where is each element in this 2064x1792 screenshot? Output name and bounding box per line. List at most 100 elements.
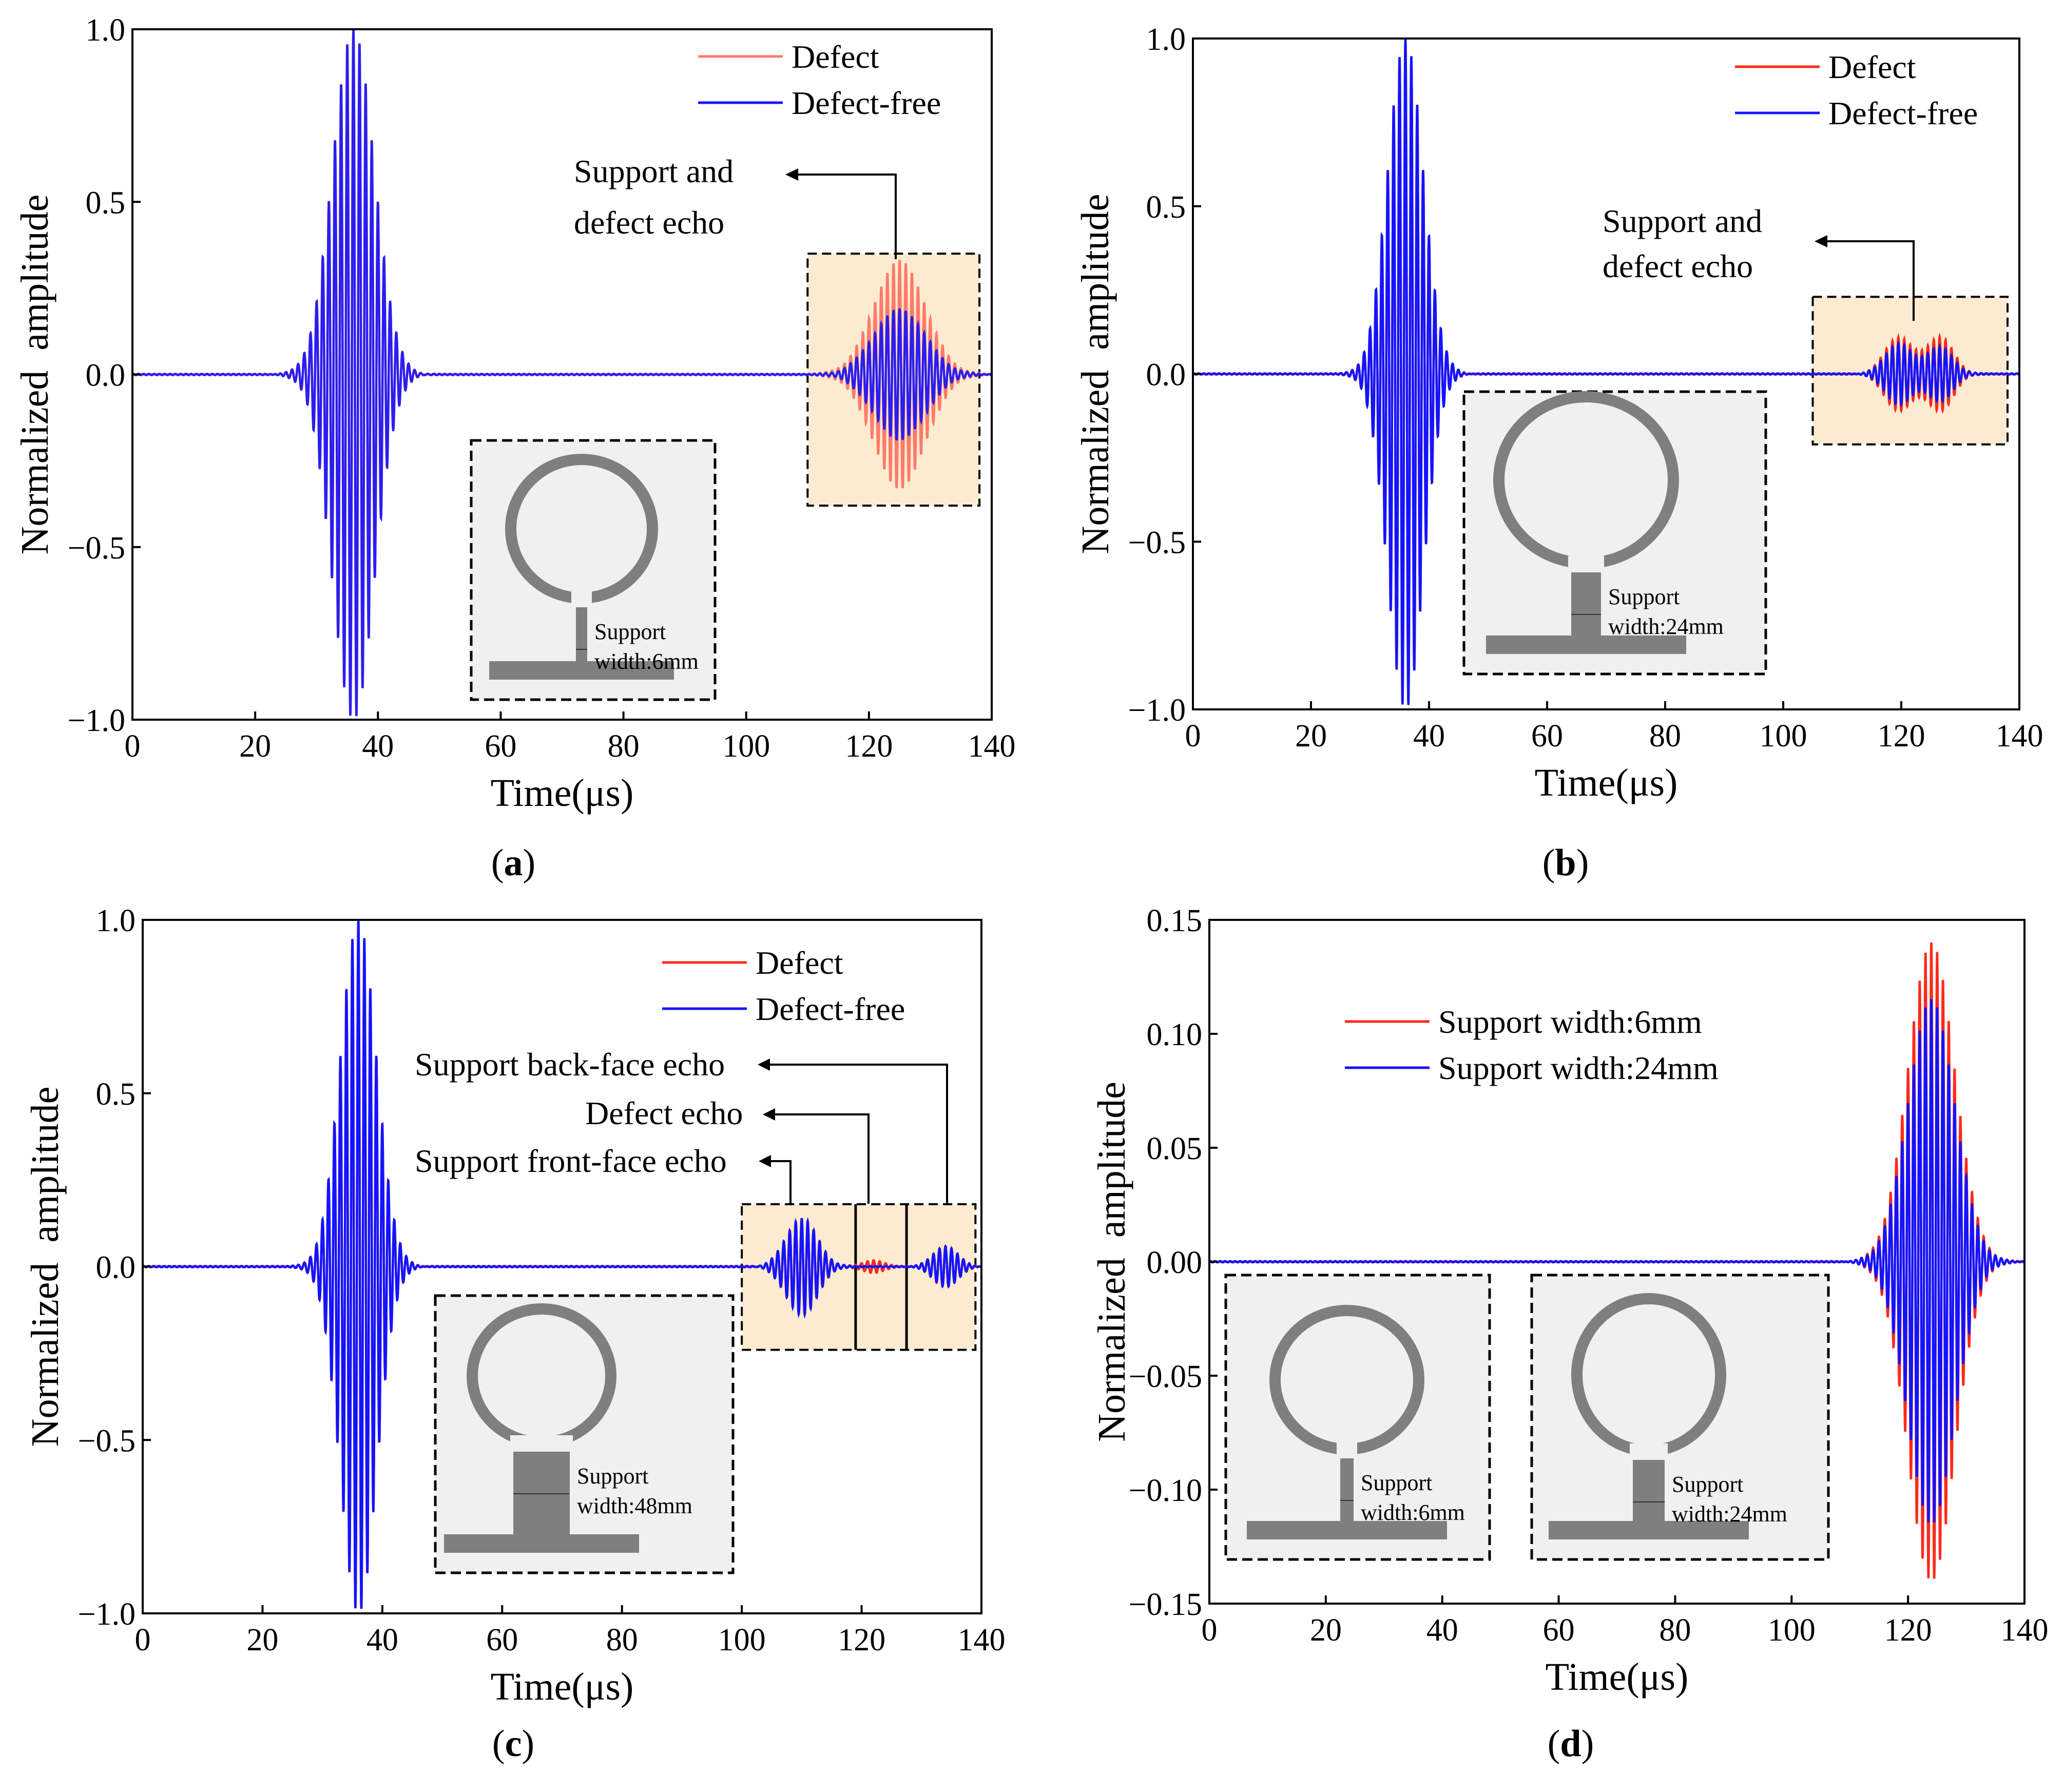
y-tick-label: 0.10 [1147, 1017, 1203, 1052]
legend-entry: Defect-free [756, 991, 905, 1027]
x-tick-label: 60 [485, 729, 516, 764]
annotation-arrowhead [1815, 235, 1827, 247]
annotation-text: defect echo [574, 204, 724, 241]
panel-caption: (c) [492, 1723, 534, 1765]
caption-paren: ( [492, 1723, 505, 1765]
base-plate [444, 1534, 639, 1553]
x-tick-label: 120 [1878, 719, 1925, 754]
inset-label: width:24mm [1608, 614, 1724, 639]
annotation-arrowhead [759, 1155, 771, 1167]
x-tick-label: 40 [1413, 719, 1445, 754]
inset-diagram: Support width:6mm [470, 439, 717, 701]
y-tick-label: 0.5 [96, 1077, 136, 1112]
x-tick-label: 0 [1202, 1613, 1218, 1648]
panel-b: 0 20 40 60 80 100 120 140 −1.0 −0.5 0.0 0.5 1.0 Time(… [1074, 22, 2043, 884]
annotation-text: Support back-face echo [415, 1046, 725, 1083]
legend-entry: Support width:6mm [1438, 1004, 1702, 1040]
echo-highlight-box [1811, 296, 2009, 446]
caption-paren: ) [523, 842, 536, 884]
x-tick-label: 60 [1543, 1613, 1575, 1648]
y-tick-label: 0.0 [1146, 358, 1186, 393]
y-tick-label: 0.0 [96, 1250, 136, 1285]
ring-gap [1630, 1443, 1668, 1458]
x-axis-label: Time(μs) [1535, 761, 1678, 804]
y-tick-label: −1.0 [78, 1597, 136, 1632]
annotation-arrow [793, 174, 897, 259]
y-tick-label: −1.0 [68, 703, 125, 738]
y-tick-label: 0.15 [1147, 903, 1203, 938]
y-tick-label: −0.15 [1129, 1587, 1202, 1622]
y-tick-label: 0.0 [86, 358, 126, 393]
support-stem [576, 607, 587, 677]
x-tick-label: 140 [1996, 719, 2043, 754]
caption-paren: ) [1576, 842, 1589, 884]
annotation-arrowhead [763, 1108, 775, 1121]
inset-diagram: Support width:24mm [1530, 1274, 1830, 1561]
caption-paren: ( [1548, 1723, 1560, 1765]
y-tick-label: −0.5 [68, 531, 125, 566]
ring-gap [1337, 1442, 1357, 1456]
panel-a: 0 20 40 60 80 100 120 140 −1.0 −0.5 0.0 0.5 1.0 Time(… [13, 13, 1016, 884]
inset-diagram: Support width:6mm [1224, 1274, 1491, 1561]
x-tick-label: 20 [246, 1623, 278, 1658]
series-line-support-width-24mm [1209, 999, 2024, 1523]
inset-label: Support [1361, 1470, 1432, 1495]
annotation-arrow [770, 1113, 870, 1204]
legend-entry: Defect [792, 38, 879, 75]
caption-paren: ( [1542, 842, 1555, 884]
y-axis-label: Normalized amplitude [1074, 194, 1117, 554]
panel-caption: (d) [1548, 1723, 1594, 1765]
x-tick-label: 120 [1884, 1613, 1932, 1648]
inset-box [1530, 1274, 1830, 1561]
inset-label: width:24mm [1672, 1501, 1787, 1527]
x-tick-label: 60 [1531, 719, 1563, 754]
y-tick-label: 1.0 [86, 13, 126, 48]
inset-diagram: Support width:24mm [1462, 390, 1767, 676]
annotation-text: Support and [1603, 203, 1762, 239]
support-stem [513, 1452, 570, 1550]
x-tick-label: 120 [845, 729, 893, 764]
inset-label: width:48mm [577, 1493, 692, 1518]
y-tick-label: −1.0 [1128, 693, 1186, 728]
y-tick-label: 0.00 [1147, 1245, 1203, 1280]
inset-box [1224, 1274, 1491, 1561]
legend-entry: Defect-free [792, 85, 941, 121]
x-tick-label: 120 [838, 1623, 885, 1658]
x-tick-label: 20 [239, 729, 271, 764]
base-plate [1247, 1521, 1447, 1539]
x-axis-label: Time(μs) [491, 1665, 634, 1708]
x-tick-label: 100 [1768, 1613, 1816, 1648]
annotation-arrow [766, 1160, 792, 1204]
y-axis-label: Normalized amplitude [13, 195, 56, 555]
x-tick-label: 60 [486, 1623, 518, 1658]
x-tick-label: 140 [968, 729, 1016, 764]
y-tick-label: −0.5 [78, 1423, 136, 1458]
y-tick-label: −0.10 [1129, 1473, 1202, 1508]
annotation-text: defect echo [1603, 248, 1753, 284]
legend-entry: Defect [756, 945, 843, 981]
panel-caption: (a) [491, 842, 535, 884]
y-tick-label: 1.0 [96, 903, 136, 938]
x-tick-label: 20 [1295, 719, 1327, 754]
caption-paren: ) [522, 1723, 534, 1765]
annotation-arrowhead [758, 1058, 770, 1071]
annotation-text: Support front-face echo [415, 1143, 727, 1179]
x-tick-label: 80 [1649, 719, 1681, 754]
y-tick-label: 0.5 [1146, 190, 1186, 225]
inset-label: width:6mm [594, 649, 699, 674]
x-tick-label: 140 [2001, 1613, 2049, 1648]
annotation-arrowhead [785, 168, 798, 181]
inset-label: Support [577, 1463, 648, 1489]
x-tick-label: 100 [722, 729, 770, 764]
annotation-arrow [765, 1064, 948, 1204]
inset-diagram: Support width:48mm [434, 1294, 735, 1574]
y-axis-label: Normalized amplitude [1090, 1082, 1133, 1442]
series-line-defect-free [132, 29, 992, 717]
legend-entry: Support width:24mm [1438, 1050, 1719, 1086]
caption-letter: a [504, 842, 523, 884]
x-axis-label: Time(μs) [1546, 1655, 1689, 1699]
x-tick-label: 80 [608, 729, 640, 764]
x-tick-label: 40 [1426, 1613, 1458, 1648]
x-tick-label: 40 [362, 729, 394, 764]
